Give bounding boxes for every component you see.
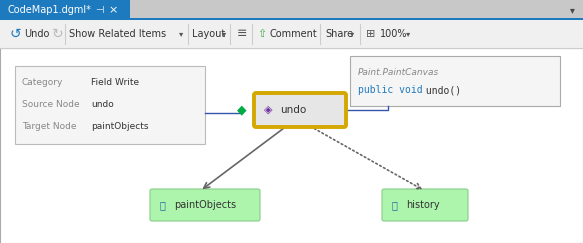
Text: 🌐: 🌐 <box>159 200 165 210</box>
Text: ▾: ▾ <box>222 29 226 38</box>
FancyBboxPatch shape <box>254 93 346 127</box>
Text: ⊞: ⊞ <box>366 29 375 39</box>
FancyBboxPatch shape <box>350 56 560 106</box>
FancyBboxPatch shape <box>0 18 583 20</box>
Text: ≡: ≡ <box>237 27 248 41</box>
Text: ⇧: ⇧ <box>257 29 266 39</box>
Text: Comment: Comment <box>270 29 318 39</box>
Text: paintObjects: paintObjects <box>174 200 236 210</box>
FancyBboxPatch shape <box>0 0 130 20</box>
FancyBboxPatch shape <box>382 189 468 221</box>
FancyBboxPatch shape <box>0 20 583 48</box>
FancyBboxPatch shape <box>0 48 583 243</box>
Text: Target Node: Target Node <box>22 122 76 131</box>
Text: ↺: ↺ <box>10 27 22 41</box>
Text: history: history <box>406 200 440 210</box>
Text: ▾: ▾ <box>350 29 354 38</box>
Text: undo: undo <box>280 105 306 115</box>
Text: Paint.PaintCanvas: Paint.PaintCanvas <box>358 68 439 77</box>
FancyBboxPatch shape <box>0 0 583 20</box>
Text: ◆: ◆ <box>237 104 247 116</box>
Text: ◈: ◈ <box>264 105 272 115</box>
Text: public void: public void <box>358 85 423 95</box>
Text: Source Node: Source Node <box>22 100 80 109</box>
Text: Category: Category <box>22 78 64 87</box>
Text: CodeMap1.dgml*: CodeMap1.dgml* <box>8 5 92 15</box>
Text: 🌐: 🌐 <box>391 200 397 210</box>
Text: undo: undo <box>91 100 114 109</box>
FancyBboxPatch shape <box>15 66 205 144</box>
Text: Show Related Items: Show Related Items <box>69 29 166 39</box>
Text: Layout: Layout <box>192 29 225 39</box>
Text: paintObjects: paintObjects <box>91 122 149 131</box>
Text: ↻: ↻ <box>52 27 64 41</box>
Text: ▾: ▾ <box>406 29 410 38</box>
Text: Share: Share <box>325 29 353 39</box>
Text: ▾: ▾ <box>570 5 575 15</box>
Text: ⊣: ⊣ <box>95 5 103 15</box>
Text: 100%: 100% <box>380 29 408 39</box>
Text: Field Write: Field Write <box>91 78 139 87</box>
Text: undo(): undo() <box>420 85 461 95</box>
Text: ×: × <box>108 5 118 15</box>
FancyBboxPatch shape <box>150 189 260 221</box>
Text: ▾: ▾ <box>179 29 183 38</box>
Text: Undo: Undo <box>24 29 50 39</box>
